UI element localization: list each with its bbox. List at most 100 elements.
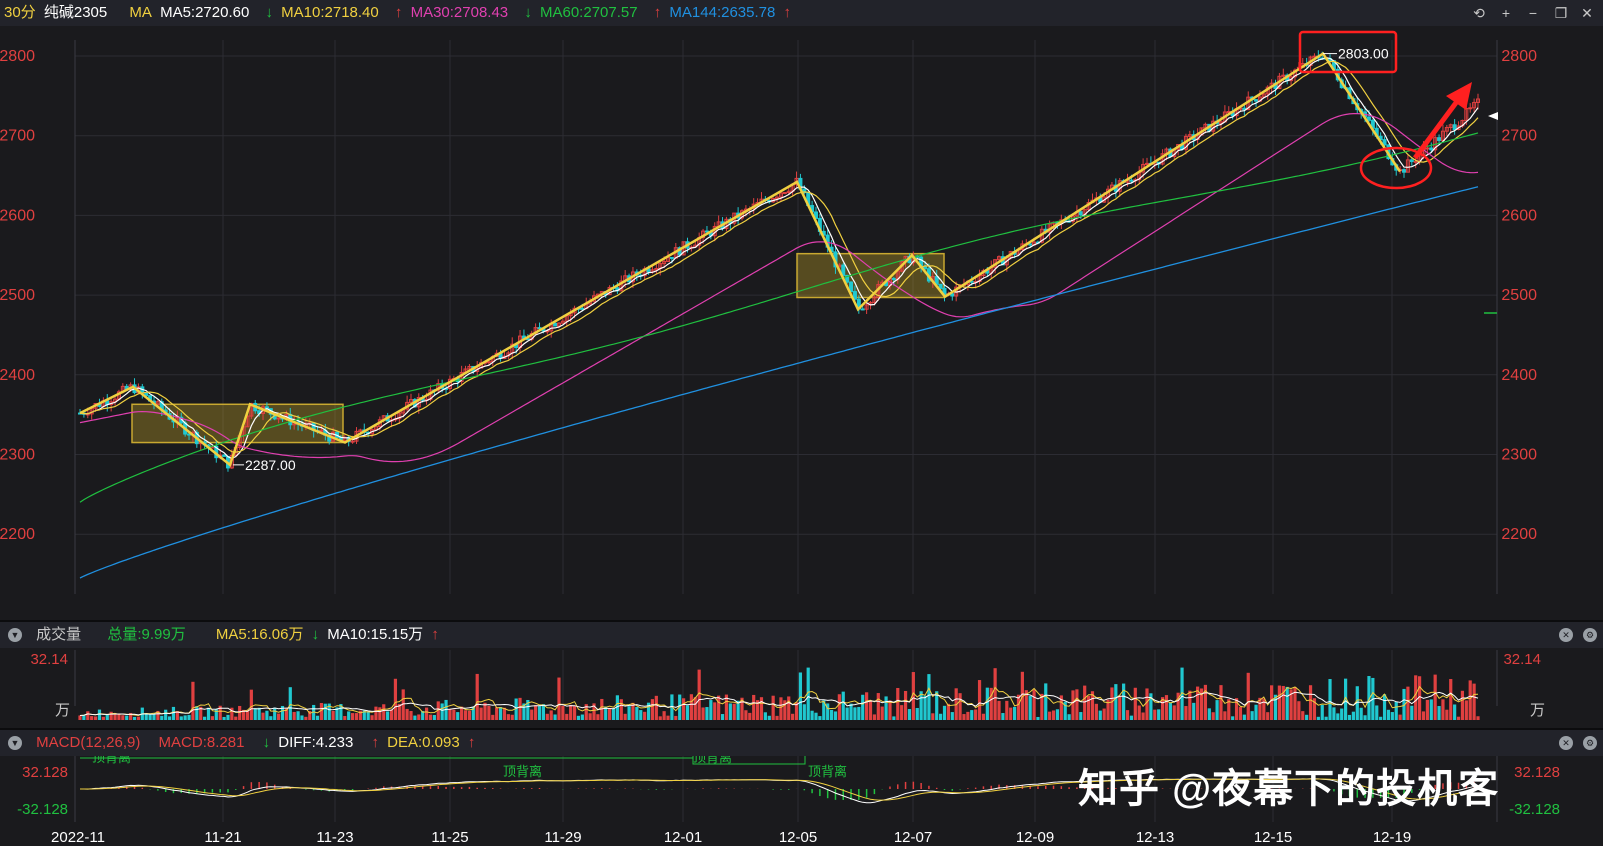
divergence-label: 顶背离 — [693, 756, 732, 765]
volume-bar — [639, 710, 643, 720]
candle-body — [467, 365, 472, 370]
volume-bar — [763, 712, 767, 720]
volume-bar — [495, 707, 499, 720]
candle-body — [1409, 159, 1414, 163]
volume-bar — [144, 713, 148, 720]
volume-bar — [1009, 707, 1013, 720]
candle-body — [923, 266, 928, 270]
candle-body — [1444, 126, 1449, 132]
volume-bar — [654, 695, 658, 720]
divergence-label: 顶背离 — [808, 764, 847, 779]
volume-bar — [183, 715, 187, 720]
volume-bar — [900, 705, 904, 720]
candle-body — [1187, 134, 1192, 137]
volume-bar — [604, 706, 608, 720]
volume-top-label-right: 32.14 — [1503, 651, 1541, 668]
price-tick-label-left: 2500 — [0, 287, 35, 304]
time-axis-label: 11-25 — [431, 829, 468, 846]
candle-body — [1468, 107, 1473, 110]
volume-bar — [319, 702, 324, 720]
volume-bar — [347, 711, 351, 720]
volume-chart[interactable]: 32.14 32.14 万 万 — [0, 648, 1603, 728]
candle-body — [1405, 159, 1410, 173]
volume-bar — [483, 702, 487, 720]
macd-close-icon[interactable]: ✕ — [1559, 736, 1573, 750]
ma-label[interactable]: MA — [129, 4, 152, 21]
volume-bar — [534, 705, 538, 720]
volume-close-icon[interactable]: ✕ — [1559, 628, 1573, 642]
volume-bar — [432, 715, 436, 720]
volume-bar — [382, 704, 386, 720]
collapse-icon[interactable]: ▼ — [8, 628, 22, 643]
volume-bar — [627, 706, 631, 720]
volume-bar — [1106, 699, 1110, 720]
volume-bar — [868, 700, 873, 720]
volume-bar — [1005, 700, 1009, 720]
volume-bar — [300, 715, 304, 720]
candle-body — [1144, 162, 1149, 165]
volume-bar — [596, 714, 600, 720]
time-axis-label: 2022-11 — [51, 829, 105, 846]
volume-bar — [635, 706, 639, 720]
volume-bar — [720, 714, 725, 720]
volume-bar — [393, 678, 398, 720]
volume-bar — [787, 696, 791, 720]
volume-settings-icon[interactable]: ⚙ — [1583, 628, 1597, 642]
volume-top-label-left: 32.14 — [30, 651, 68, 668]
macd-collapse-icon[interactable]: ▼ — [8, 736, 22, 751]
volume-bar — [1079, 712, 1083, 720]
volume-bar — [405, 708, 409, 720]
ma144-trend-arrow-icon: ↑ — [783, 4, 792, 21]
candle-body — [619, 280, 624, 292]
low-price-label: 2287.00 — [245, 457, 296, 473]
volume-ma5: MA5:16.06万 — [215, 626, 304, 643]
price-tick-label-right: 2400 — [1501, 367, 1537, 384]
volume-bar — [619, 699, 623, 720]
volume-bar — [354, 713, 359, 720]
price-chart[interactable]: 2800 2800 2700 2700 2600 2600 2500 2500 2400 2400… — [0, 26, 1603, 620]
volume-bar — [946, 703, 950, 720]
close-icon[interactable]: ✕ — [1581, 5, 1593, 21]
volume-bar — [1262, 698, 1266, 720]
volume-bar — [643, 711, 647, 720]
volume-bar — [191, 681, 195, 720]
volume-bar — [802, 704, 806, 720]
volume-bar — [164, 709, 168, 720]
zoom-out-icon[interactable]: − — [1528, 5, 1538, 21]
volume-bar — [1421, 711, 1426, 720]
volume-bar — [892, 716, 896, 720]
volume-bar — [1028, 695, 1032, 720]
candle-body — [409, 399, 414, 403]
volume-bar — [514, 698, 518, 720]
price-tick-label-right: 2300 — [1501, 447, 1537, 464]
high-highlight-box — [1298, 30, 1398, 74]
volume-bar — [1075, 689, 1079, 720]
price-tick-label-left: 2400 — [0, 367, 35, 384]
volume-ma5-line — [79, 685, 1479, 717]
window-icon[interactable]: ❐ — [1554, 5, 1568, 21]
volume-bar — [1242, 714, 1246, 720]
volume-bar — [1456, 716, 1461, 720]
volume-bar — [436, 701, 440, 720]
volume-bar — [265, 710, 269, 720]
main-header: 30分 纯碱2305 MA MA5:2720.60 ↓ MA10:2718.40… — [0, 0, 1603, 26]
undo-icon[interactable]: ⟲ — [1473, 5, 1485, 21]
volume-bar — [1367, 676, 1371, 720]
volume-bar — [592, 703, 596, 720]
macd-settings-icon[interactable]: ⚙ — [1583, 736, 1597, 750]
volume-bar — [1238, 707, 1243, 720]
volume-bar — [195, 706, 199, 720]
volume-bar — [666, 715, 670, 720]
period-label[interactable]: 30分 — [4, 4, 36, 21]
volume-bar — [510, 714, 514, 720]
volume-bar — [1266, 712, 1270, 720]
volume-bar — [366, 711, 370, 720]
volume-bar — [631, 702, 635, 720]
zoom-in-icon[interactable]: + — [1501, 5, 1511, 21]
volume-bar — [1289, 689, 1293, 720]
volume-bar — [1149, 693, 1153, 720]
volume-bar — [339, 704, 343, 720]
candle-body — [864, 304, 869, 310]
candle-body — [1456, 125, 1461, 131]
